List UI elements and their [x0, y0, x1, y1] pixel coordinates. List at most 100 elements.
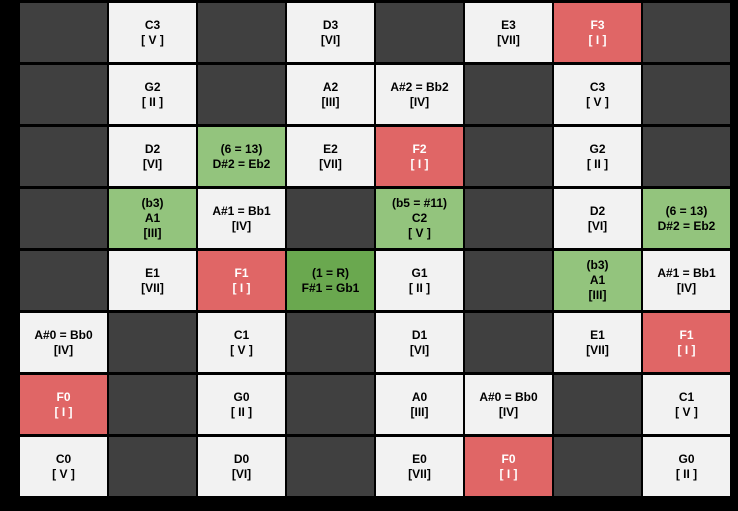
- empty-cell: [643, 127, 730, 186]
- note-text: A#1 = Bb1: [657, 265, 716, 280]
- note-cell: G0[ II ]: [198, 375, 285, 434]
- empty-cell: [109, 375, 196, 434]
- note-text: [ II ]: [586, 156, 609, 171]
- note-text: E2: [323, 141, 338, 156]
- note-text: [III]: [321, 94, 340, 109]
- note-cell: F3[ I ]: [554, 3, 641, 62]
- note-text: D2: [589, 203, 606, 218]
- note-text: [VII]: [141, 280, 164, 295]
- note-cell: A#1 = Bb1 [IV]: [198, 189, 285, 248]
- note-text: C0: [55, 451, 72, 466]
- note-text: [ II ]: [408, 280, 431, 295]
- note-text: [VII]: [497, 32, 520, 47]
- note-text: F2: [412, 141, 427, 156]
- note-text: G2: [589, 141, 606, 156]
- note-cell: A0 [III]: [376, 375, 463, 434]
- note-cell: A2 [III]: [287, 65, 374, 124]
- note-cell: C3[ V ]: [109, 3, 196, 62]
- note-text: [VI]: [587, 218, 608, 233]
- note-text: E0: [412, 451, 427, 466]
- empty-cell: [465, 127, 552, 186]
- note-text: [ V ]: [52, 466, 75, 481]
- note-text: F#1 = Gb1: [301, 280, 360, 295]
- note-cell: A#1 = Bb1 [IV]: [643, 251, 730, 310]
- note-text: A#0 = Bb0: [479, 389, 538, 404]
- empty-cell: [554, 375, 641, 434]
- empty-cell: [20, 251, 107, 310]
- note-text: A0: [411, 389, 428, 404]
- note-cell: D2 [VI]: [109, 127, 196, 186]
- empty-cell: [20, 65, 107, 124]
- note-text: [VII]: [319, 156, 342, 171]
- note-cell: C3[ V ]: [554, 65, 641, 124]
- note-text: C1: [678, 389, 695, 404]
- note-text: A2: [322, 79, 339, 94]
- note-cell: A#0 = Bb0 [IV]: [465, 375, 552, 434]
- note-text: [VII]: [586, 342, 609, 357]
- note-text: F0: [501, 451, 516, 466]
- note-cell: G2[ II ]: [109, 65, 196, 124]
- note-text: G0: [233, 389, 250, 404]
- note-cell: F1[ I ]: [643, 313, 730, 372]
- note-cell: D2 [VI]: [554, 189, 641, 248]
- note-text: E3: [501, 17, 516, 32]
- note-text: [IV]: [498, 404, 519, 419]
- note-cell: (b5 = #11) C2[ V ]: [376, 189, 463, 248]
- note-text: A#0 = Bb0: [34, 327, 93, 342]
- empty-cell: [465, 251, 552, 310]
- note-cell: E1 [VII]: [109, 251, 196, 310]
- note-cell: C1[ V ]: [643, 375, 730, 434]
- note-text: D0: [233, 451, 250, 466]
- note-text: F1: [679, 327, 694, 342]
- note-cell: (6 = 13) D#2 = Eb2: [198, 127, 285, 186]
- note-cell: D3 [VI]: [287, 3, 374, 62]
- note-text: [ V ]: [141, 32, 164, 47]
- note-text: D#2 = Eb2: [657, 218, 716, 233]
- note-text: [ II ]: [230, 404, 253, 419]
- note-text: E1: [145, 265, 160, 280]
- empty-cell: [465, 313, 552, 372]
- empty-cell: [465, 189, 552, 248]
- note-cell: F0[ I ]: [20, 375, 107, 434]
- note-text: [ I ]: [410, 156, 429, 171]
- note-text: C3: [589, 79, 606, 94]
- empty-cell: [465, 65, 552, 124]
- note-text: F0: [56, 389, 71, 404]
- note-text: G2: [144, 79, 161, 94]
- note-text: (b3): [586, 258, 609, 272]
- empty-cell: [20, 189, 107, 248]
- note-text: [III]: [588, 288, 607, 302]
- note-text: [IV]: [409, 94, 430, 109]
- empty-cell: [287, 375, 374, 434]
- note-text: [ V ]: [586, 94, 609, 109]
- note-cell: F0[ I ]: [465, 437, 552, 496]
- note-text: [VI]: [231, 466, 252, 481]
- note-cell: D1 [VI]: [376, 313, 463, 372]
- empty-cell: [643, 3, 730, 62]
- note-text: [IV]: [676, 280, 697, 295]
- note-text: (6 = 13): [220, 141, 263, 156]
- note-text: [ II ]: [675, 466, 698, 481]
- note-text: C3: [144, 17, 161, 32]
- note-text: [ I ]: [232, 280, 251, 295]
- empty-cell: [287, 437, 374, 496]
- note-text: (6 = 13): [665, 203, 708, 218]
- note-cell: E1 [VII]: [554, 313, 641, 372]
- note-text: A#1 = Bb1: [212, 203, 271, 218]
- empty-cell: [287, 189, 374, 248]
- note-text: [IV]: [231, 218, 252, 233]
- note-text: D3: [322, 17, 339, 32]
- empty-cell: [20, 127, 107, 186]
- note-text: A1: [144, 211, 161, 225]
- empty-cell: [554, 437, 641, 496]
- note-text: [VI]: [142, 156, 163, 171]
- note-text: (1 = R): [311, 265, 349, 280]
- note-text: [III]: [410, 404, 429, 419]
- note-text: [VII]: [408, 466, 431, 481]
- empty-cell: [287, 313, 374, 372]
- note-text: [VI]: [320, 32, 341, 47]
- note-text: A#2 = Bb2: [390, 79, 449, 94]
- empty-cell: [198, 3, 285, 62]
- note-text: [III]: [143, 226, 162, 240]
